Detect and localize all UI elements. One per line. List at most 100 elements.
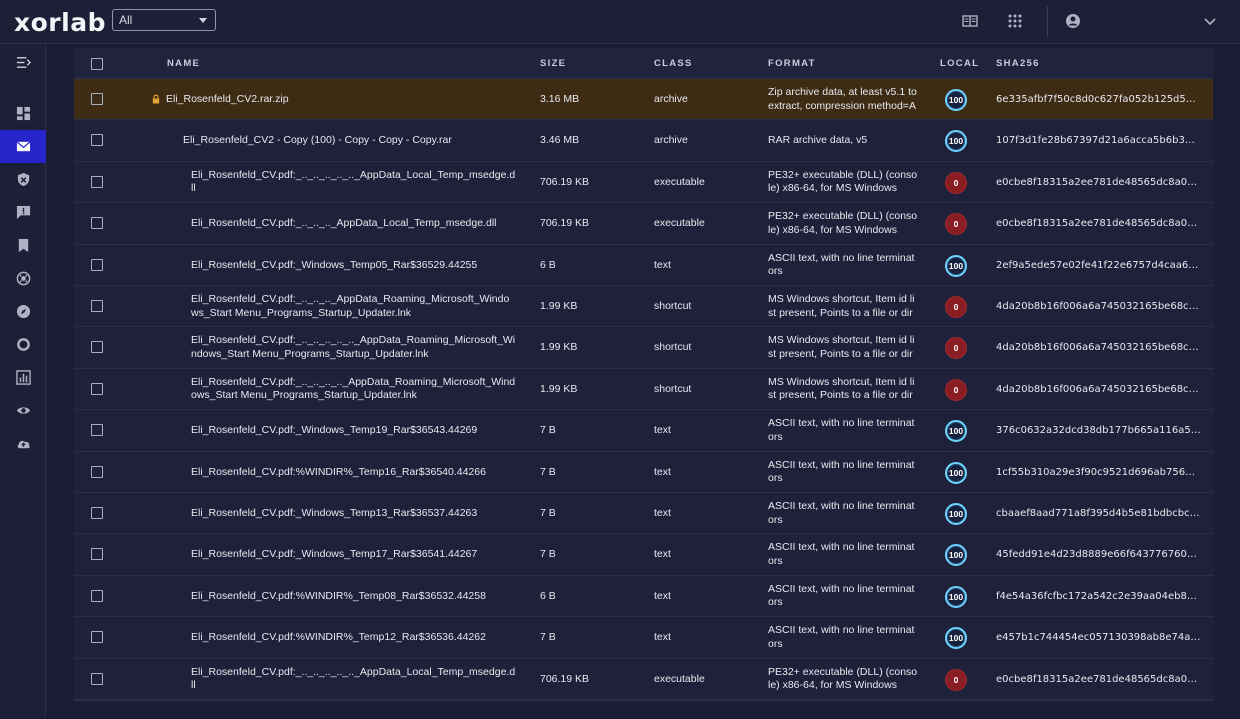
file-name[interactable]: Eli_Rosenfeld_CV.pdf:_Windows_Temp17_Rar… — [191, 548, 478, 561]
file-sha256[interactable]: e457b1c744454ec057130398ab8e74a7c… — [996, 632, 1201, 644]
file-name[interactable]: Eli_Rosenfeld_CV.pdf:_.._.._.._.._.._App… — [191, 334, 516, 360]
table-row[interactable]: Eli_Rosenfeld_CV2.rar.zip 3.16 MB archive Z… — [74, 79, 1213, 121]
chevron-down-icon[interactable] — [1202, 13, 1218, 29]
file-sha256[interactable]: 4da20b8b16f006a6a745032165be68c42… — [996, 301, 1201, 312]
row-checkbox[interactable] — [91, 507, 103, 519]
table-row[interactable]: Eli_Rosenfeld_CV.pdf:_Windows_Temp13_Rar… — [74, 493, 1213, 535]
column-header-sha256[interactable]: SHA256 — [996, 58, 1040, 69]
sidebar-item-threats[interactable] — [0, 262, 46, 295]
sidebar-item-dashboard[interactable] — [0, 97, 46, 130]
row-checkbox[interactable] — [91, 217, 103, 230]
file-name[interactable]: Eli_Rosenfeld_CV.pdf:%WINDIR%_Temp16_Rar… — [191, 465, 486, 478]
file-sha256[interactable]: 45fedd91e4d23d8889e66f6437767604d… — [996, 549, 1201, 561]
file-name[interactable]: Eli_Rosenfeld_CV.pdf:_.._.._.._AppData_L… — [191, 217, 497, 230]
file-name[interactable]: Eli_Rosenfeld_CV.pdf:_.._.._.._AppData_R… — [191, 293, 510, 319]
row-checkbox[interactable] — [91, 631, 103, 644]
row-checkbox[interactable] — [91, 258, 103, 271]
file-sha256[interactable]: e0cbe8f18315a2ee781de48565dc8a087… — [996, 218, 1201, 230]
table-row[interactable]: Eli_Rosenfeld_CV.pdf:_.._.._.._.._AppDat… — [74, 368, 1213, 411]
file-name[interactable]: Eli_Rosenfeld_CV.pdf:_Windows_Temp19_Rar… — [191, 424, 478, 437]
table-row[interactable]: Eli_Rosenfeld_CV.pdf:_Windows_Temp19_Rar… — [74, 410, 1213, 452]
file-sha256[interactable]: 4da20b8b16f006a6a745032165be68c42… — [996, 342, 1201, 354]
file-name[interactable]: Eli_Rosenfeld_CV.pdf:_.._.._.._.._AppDat… — [191, 375, 516, 402]
sidebar-item-mail[interactable] — [0, 130, 46, 163]
file-class: executable — [654, 672, 705, 685]
row-checkbox[interactable] — [91, 341, 103, 354]
file-sha256[interactable]: 6e335afbf7f50c8d0c627fa052b125d54… — [996, 94, 1201, 105]
file-sha256[interactable]: cbaaef8aad771a8f395d4b5e81bdbcbc1… — [996, 508, 1201, 519]
compass-icon — [16, 304, 30, 319]
file-sha256[interactable]: 107f3d1fe28b67397d21a6acca5b6b35d… — [996, 135, 1201, 147]
logo[interactable]: xorlab — [14, 8, 106, 37]
select-all-checkbox[interactable] — [91, 58, 103, 70]
file-class: shortcut — [654, 300, 692, 312]
table-row[interactable]: Eli_Rosenfeld_CV.pdf:_.._.._.._AppData_R… — [74, 286, 1213, 328]
filter-select[interactable]: All — [112, 9, 216, 31]
column-header-format[interactable]: FORMAT — [768, 58, 816, 69]
account-circle-icon[interactable] — [1065, 13, 1081, 29]
apps-grid-icon[interactable] — [1007, 13, 1023, 29]
column-header-size[interactable]: SIZE — [540, 58, 567, 69]
file-class: shortcut — [654, 382, 692, 395]
row-checkbox[interactable] — [91, 134, 103, 147]
file-format: ASCII text, with no line terminators — [768, 251, 915, 278]
filter-select-value: All — [119, 13, 133, 27]
file-sha256[interactable]: f4e54a36fcfbc172a542c2e39aa04eb80… — [996, 590, 1201, 602]
row-checkbox[interactable] — [91, 382, 103, 395]
row-checkbox[interactable] — [91, 175, 103, 188]
local-score-badge: 100 — [945, 585, 967, 608]
sidebar-item-status[interactable] — [0, 328, 46, 361]
row-checkbox[interactable] — [91, 672, 103, 685]
table-row[interactable]: Eli_Rosenfeld_CV.pdf:_.._.._.._.._.._App… — [74, 658, 1213, 699]
file-sha256[interactable]: 2ef9a5ede57e02fe41f22e6757d4caa6b… — [996, 259, 1201, 271]
table-row[interactable]: Eli_Rosenfeld_CV2 - Copy (100) - Copy - … — [74, 120, 1213, 162]
sidebar-item-reports[interactable] — [0, 361, 46, 394]
sidebar-item-upload[interactable] — [0, 427, 46, 460]
local-score-badge: 0 — [945, 213, 967, 236]
row-checkbox[interactable] — [91, 424, 103, 437]
file-name[interactable]: Eli_Rosenfeld_CV.pdf:_.._.._.._.._.._App… — [191, 665, 516, 692]
sidebar-item-bookmarks[interactable] — [0, 229, 46, 262]
table-row[interactable]: Eli_Rosenfeld_CV.pdf:_Windows_Temp17_Rar… — [74, 534, 1213, 576]
row-checkbox[interactable] — [91, 465, 103, 478]
table-row[interactable]: Eli_Rosenfeld_CV.pdf:%WINDIR%_Temp08_Rar… — [74, 575, 1213, 618]
file-name[interactable]: Eli_Rosenfeld_CV.pdf:_Windows_Temp05_Rar… — [191, 258, 478, 271]
table-row[interactable]: Eli_Rosenfeld_CV.pdf:%WINDIR%_Temp16_Rar… — [74, 451, 1213, 493]
file-name[interactable]: Eli_Rosenfeld_CV.pdf:_Windows_Temp13_Rar… — [191, 507, 478, 519]
file-sha256[interactable]: 1cf55b310a29e3f90c9521d696ab7569b… — [996, 466, 1201, 478]
column-layout-icon[interactable] — [962, 13, 978, 29]
table-row[interactable]: Eli_Rosenfeld_CV.pdf:_.._.._.._.._.._App… — [74, 327, 1213, 369]
file-sha256[interactable]: e0cbe8f18315a2ee781de48565dc8a087… — [996, 673, 1201, 685]
table-row[interactable]: Eli_Rosenfeld_CV.pdf:_.._.._.._AppData_L… — [74, 203, 1213, 245]
column-header-local[interactable]: LOCAL — [940, 58, 980, 69]
sidebar-item-security[interactable] — [0, 163, 46, 196]
file-name[interactable]: Eli_Rosenfeld_CV.pdf:_.._.._.._.._.._App… — [191, 168, 516, 195]
file-sha256[interactable]: e0cbe8f18315a2ee781de48565dc8a087… — [996, 176, 1201, 188]
local-score-badge: 100 — [945, 89, 967, 111]
local-score-badge: 0 — [945, 337, 967, 360]
table-row[interactable]: Eli_Rosenfeld_CV.pdf:_.._.._.._.._.._App… — [74, 161, 1213, 204]
file-name[interactable]: Eli_Rosenfeld_CV.pdf:%WINDIR%_Temp08_Rar… — [191, 589, 486, 602]
file-name[interactable]: Eli_Rosenfeld_CV.pdf:%WINDIR%_Temp12_Rar… — [191, 631, 486, 644]
file-sha256[interactable]: 4da20b8b16f006a6a745032165be68c42… — [996, 383, 1201, 395]
row-checkbox[interactable] — [91, 300, 103, 312]
file-class: text — [654, 465, 671, 478]
column-header-class[interactable]: CLASS — [654, 58, 693, 69]
row-checkbox[interactable] — [91, 93, 103, 105]
sidebar-item-monitor[interactable] — [0, 394, 46, 427]
table-row[interactable]: Eli_Rosenfeld_CV.pdf:%WINDIR%_Temp12_Rar… — [74, 617, 1213, 659]
sidebar-item-messages[interactable] — [0, 196, 46, 229]
file-size: 7 B — [540, 631, 556, 644]
row-checkbox[interactable] — [91, 589, 103, 602]
files-table: NAME SIZE CLASS FORMAT LOCAL SHA256 Eli_… — [74, 48, 1213, 701]
table-row[interactable]: Eli_Rosenfeld_CV.pdf:_Windows_Temp05_Rar… — [74, 244, 1213, 286]
bar-chart-icon — [15, 370, 31, 385]
file-sha256[interactable]: 376c0632a32dcd38db177b665a116a513… — [996, 425, 1201, 437]
file-name[interactable]: Eli_Rosenfeld_CV2.rar.zip — [166, 93, 289, 105]
file-name[interactable]: Eli_Rosenfeld_CV2 - Copy (100) - Copy - … — [183, 134, 452, 147]
file-size: 706.19 KB — [540, 672, 590, 685]
sidebar-item-explore[interactable] — [0, 295, 46, 328]
column-header-name[interactable]: NAME — [167, 58, 201, 69]
row-checkbox[interactable] — [91, 548, 103, 561]
sidebar-collapse-button[interactable] — [0, 46, 46, 79]
